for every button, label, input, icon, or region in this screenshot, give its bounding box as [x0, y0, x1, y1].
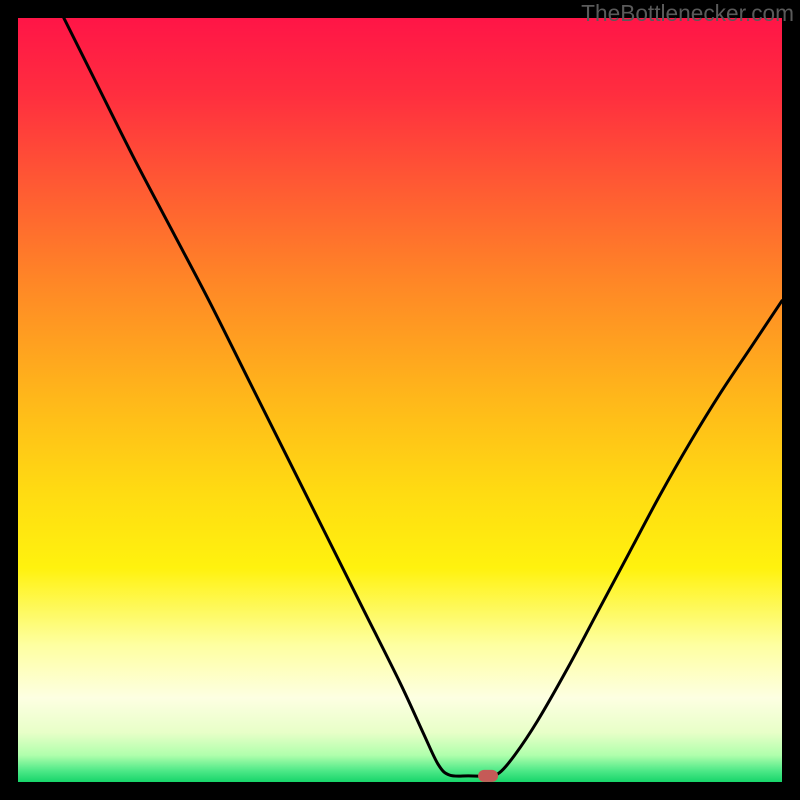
chart-frame: TheBottlenecker.com — [0, 0, 800, 800]
bottleneck-curve — [18, 18, 782, 782]
optimal-point-marker — [478, 770, 498, 782]
plot-area — [18, 18, 782, 782]
watermark-text: TheBottlenecker.com — [581, 0, 794, 27]
